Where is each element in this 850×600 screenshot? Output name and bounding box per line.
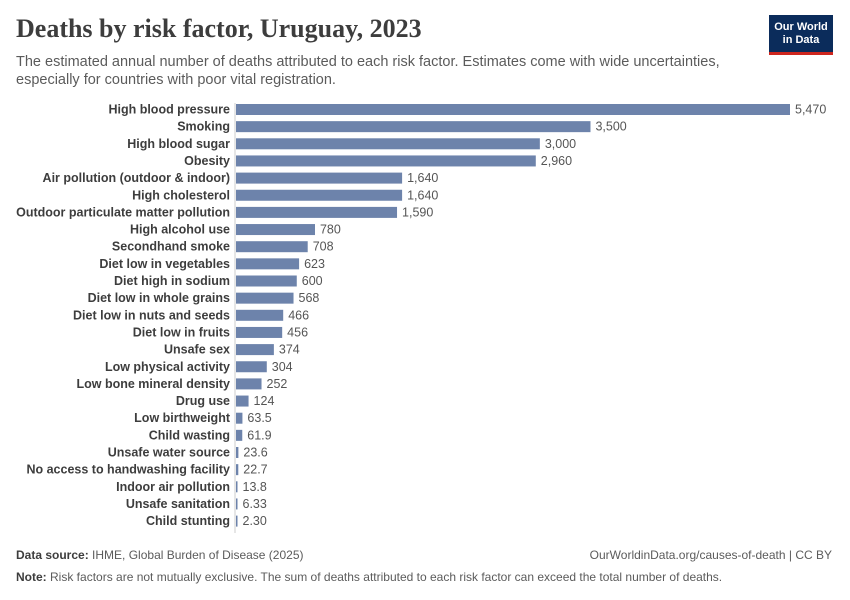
bar[interactable] [236,395,249,407]
category-label: Air pollution (outdoor & indoor) [43,171,230,185]
bar[interactable] [236,326,283,338]
category-label: High blood sugar [127,137,230,151]
value-label: 304 [272,360,293,374]
value-label: 568 [299,291,320,305]
bar[interactable] [236,464,239,476]
category-label: High blood pressure [108,103,230,117]
category-label: High cholesterol [132,188,230,202]
bars-group: High blood pressure 5,470 Smoking 3,500 High… [16,103,826,529]
chart-subtitle: The estimated annual number of deaths at… [16,54,720,88]
bar[interactable] [236,412,243,424]
bar[interactable] [236,292,294,304]
value-label: 466 [288,308,309,322]
category-label: Diet low in whole grains [88,291,230,305]
value-label: 3,500 [595,120,626,134]
source-url[interactable]: OurWorldinData.org/causes-of-death | CC … [589,548,832,562]
bar-chart: High blood pressure 5,470 Smoking 3,500 High… [16,103,826,533]
bar[interactable] [236,138,540,150]
bar[interactable] [236,155,536,167]
category-label: Unsafe water source [108,446,230,460]
value-label: 2,960 [541,154,572,168]
value-label: 623 [304,257,325,271]
bar[interactable] [236,361,267,373]
value-label: 456 [287,325,308,339]
chart-note: Note: Risk factors are not mutually excl… [16,570,722,584]
note-text: Risk factors are not mutually exclusive.… [50,570,723,584]
value-label: 63.5 [247,411,271,425]
bar[interactable] [236,275,297,287]
category-label: Secondhand smoke [112,240,230,254]
category-label: Low bone mineral density [77,377,231,391]
category-label: Obesity [184,154,230,168]
value-label: 252 [267,377,288,391]
value-label: 2.30 [243,514,267,528]
value-label: 5,470 [795,103,826,117]
bar[interactable] [236,515,238,527]
category-label: Drug use [176,394,230,408]
value-label: 1,640 [407,171,438,185]
bar[interactable] [236,121,591,133]
category-label: No access to handwashing facility [26,463,230,477]
category-label: Unsafe sanitation [126,497,230,511]
bar[interactable] [236,104,790,115]
owid-logo[interactable]: Our World in Data [769,15,833,55]
data-source: Data source: IHME, Global Burden of Dise… [16,548,303,562]
category-label: Outdoor particulate matter pollution [16,205,230,219]
bar[interactable] [236,498,238,510]
value-label: 708 [313,240,334,254]
bar[interactable] [236,429,243,441]
category-label: Unsafe sex [164,343,230,357]
value-label: 780 [320,223,341,237]
value-label: 1,640 [407,188,438,202]
bar[interactable] [236,378,262,390]
chart-title: Deaths by risk factor, Uruguay, 2023 [16,14,422,43]
value-label: 124 [254,394,275,408]
logo-line-2: in Data [782,33,820,46]
category-label: Child wasting [149,428,230,442]
value-label: 600 [302,274,323,288]
bar[interactable] [236,241,308,253]
category-label: High alcohol use [130,223,230,237]
data-source-label: Data source: [16,548,89,562]
bar[interactable] [236,481,238,493]
category-label: Diet low in nuts and seeds [73,308,230,322]
data-source-text[interactable]: IHME, Global Burden of Disease (2025) [92,548,304,562]
value-label: 1,590 [402,205,433,219]
category-label: Child stunting [146,514,230,528]
value-label: 374 [279,343,300,357]
bar[interactable] [236,172,403,184]
bar[interactable] [236,258,300,270]
category-label: Low birthweight [134,411,231,425]
bar[interactable] [236,206,398,218]
note-label: Note: [16,570,47,584]
category-label: Diet low in fruits [133,325,230,339]
value-label: 13.8 [243,480,267,494]
category-label: Smoking [177,120,230,134]
category-label: Diet high in sodium [114,274,230,288]
logo-line-1: Our World [774,20,828,33]
bar[interactable] [236,224,315,236]
category-label: Indoor air pollution [116,480,230,494]
value-label: 6.33 [243,497,267,511]
bar[interactable] [236,189,403,201]
bar[interactable] [236,309,284,321]
value-label: 61.9 [247,428,271,442]
value-label: 22.7 [243,463,267,477]
bar[interactable] [236,344,274,356]
value-label: 3,000 [545,137,576,151]
category-label: Diet low in vegetables [99,257,230,271]
bar[interactable] [236,447,239,458]
value-label: 23.6 [243,446,267,460]
category-label: Low physical activity [105,360,230,374]
